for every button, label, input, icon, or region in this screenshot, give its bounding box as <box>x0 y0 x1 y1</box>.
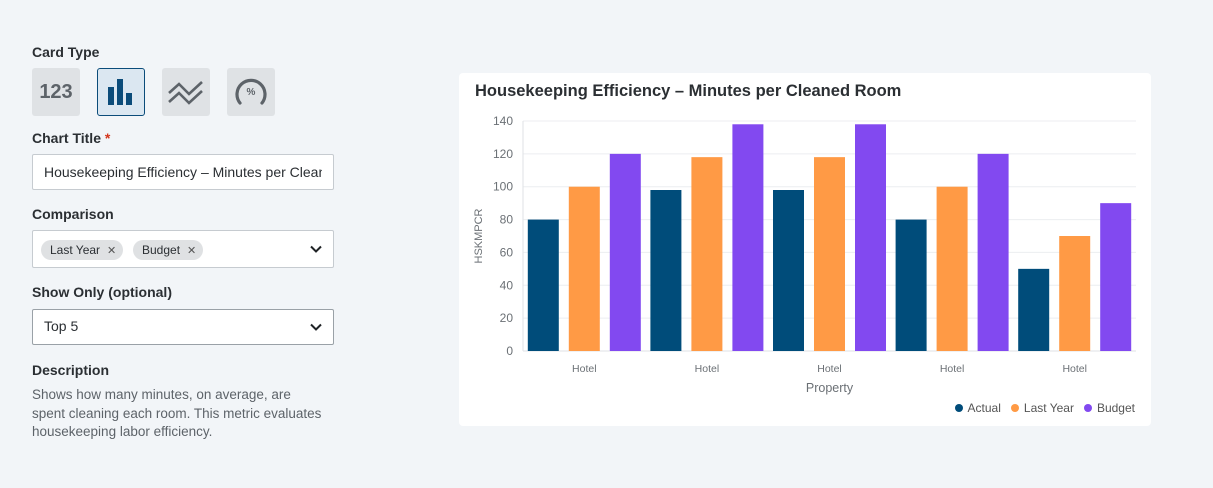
y-tick-label: 40 <box>500 278 514 292</box>
bar <box>732 124 764 352</box>
comparison-select[interactable]: Last Year ✕ Budget ✕ <box>32 230 334 268</box>
bar <box>609 153 641 351</box>
bar <box>527 219 559 351</box>
bar <box>1100 203 1132 351</box>
line-chart-icon <box>168 81 203 105</box>
bar <box>773 190 804 351</box>
chart-legend: Actual Last Year Budget <box>954 401 1135 415</box>
y-tick-label: 140 <box>493 114 513 128</box>
card-type-line-chart-button[interactable] <box>162 68 210 116</box>
bar-chart-icon <box>108 79 132 105</box>
bar <box>568 186 600 351</box>
chart-title: Housekeeping Efficiency – Minutes per Cl… <box>475 82 902 100</box>
chart-preview-card: Housekeeping Efficiency – Minutes per Cl… <box>459 73 1151 426</box>
bar <box>814 157 845 351</box>
number-icon: 123 <box>39 80 73 103</box>
legend-item-last-year[interactable]: Last Year <box>1010 401 1074 415</box>
card-type-label: Card Type <box>32 44 100 60</box>
y-tick-label: 20 <box>500 311 514 325</box>
chevron-down-icon[interactable] <box>309 320 323 334</box>
y-tick-label: 0 <box>506 344 513 358</box>
chart-title-input[interactable] <box>33 155 333 189</box>
chevron-down-icon[interactable] <box>309 242 323 256</box>
x-tick-label: Hotel <box>940 363 965 375</box>
legend-item-budget[interactable]: Budget <box>1083 401 1135 415</box>
bar <box>1018 268 1050 351</box>
legend-item-actual[interactable]: Actual <box>954 401 1001 415</box>
card-type-bar-chart-button[interactable] <box>97 68 145 116</box>
y-tick-label: 80 <box>500 213 514 227</box>
bar <box>977 153 1009 351</box>
card-type-number-button[interactable]: 123 <box>32 68 80 116</box>
bar-chart: 0 20 40 60 80 100 120 140 Hotel Hotel Hotel Hotel Ho… <box>473 114 1136 395</box>
required-marker: * <box>104 130 111 146</box>
bar <box>855 124 886 352</box>
comparison-chip-last-year: Last Year ✕ <box>41 240 124 260</box>
x-tick-label: Hotel <box>695 363 720 375</box>
chart-title-label: Chart Title * <box>32 130 111 146</box>
bar <box>1059 236 1091 351</box>
legend-dot <box>954 404 963 412</box>
chart-title-field[interactable] <box>32 154 334 190</box>
x-tick-label: Hotel <box>572 363 597 375</box>
y-tick-label: 100 <box>493 180 513 194</box>
y-tick-label: 120 <box>493 147 513 161</box>
remove-chip-icon[interactable]: ✕ <box>107 244 117 257</box>
comparison-label: Comparison <box>32 206 114 222</box>
y-tick-label: 60 <box>500 245 514 259</box>
x-tick-label: Hotel <box>1062 363 1087 375</box>
show-only-value: Top 5 <box>44 318 79 334</box>
description-text: Shows how many minutes, on average, are … <box>32 387 322 439</box>
bar <box>936 186 968 351</box>
bar <box>650 190 682 351</box>
svg-text:%: % <box>247 87 256 98</box>
x-tick-label: Hotel <box>817 363 842 375</box>
remove-chip-icon[interactable]: ✕ <box>187 244 197 257</box>
comparison-chip-budget: Budget ✕ <box>133 240 204 260</box>
show-only-select[interactable]: Top 5 <box>32 309 334 345</box>
description-label: Description <box>32 362 110 378</box>
y-axis-title: HSKMPCR <box>473 208 485 263</box>
legend-dot <box>1083 404 1092 412</box>
x-axis-title: Property <box>806 381 854 395</box>
show-only-label: Show Only (optional) <box>32 284 172 300</box>
bar <box>691 157 723 351</box>
card-type-gauge-button[interactable]: % <box>227 68 275 116</box>
legend-dot <box>1010 404 1019 412</box>
bar <box>895 219 927 351</box>
gauge-icon: % <box>235 78 267 105</box>
